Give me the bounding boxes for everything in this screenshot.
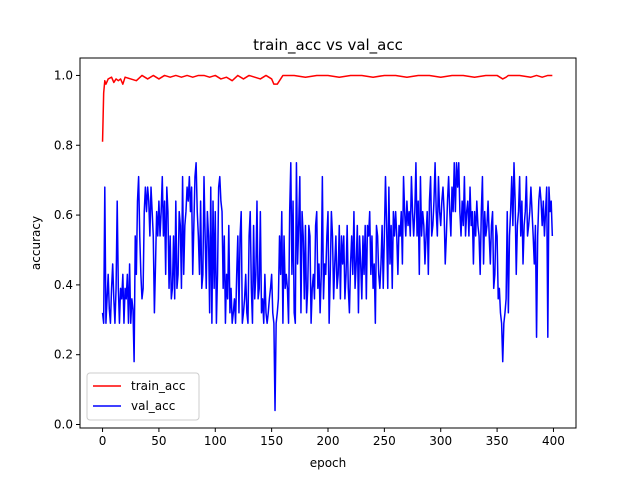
y-tick-label: 0.8 xyxy=(54,138,73,152)
y-tick-label: 0.0 xyxy=(54,418,73,432)
x-tick-label: 200 xyxy=(317,434,340,448)
chart-title: train_acc vs val_acc xyxy=(253,36,403,55)
legend-box xyxy=(86,372,200,421)
legend-label-val-acc: val_acc xyxy=(131,399,175,413)
y-tick-label: 0.6 xyxy=(54,208,73,222)
y-tick-label: 0.4 xyxy=(54,278,73,292)
series-line-train-acc xyxy=(101,74,553,142)
x-tick-label: 150 xyxy=(260,434,283,448)
x-axis-label: epoch xyxy=(310,456,347,470)
y-tick-label: 0.2 xyxy=(54,348,73,362)
y-axis-ticks: 0.0 0.2 0.4 0.6 0.8 1.0 xyxy=(54,68,80,432)
legend-label-train-acc: train_acc xyxy=(131,379,185,393)
x-tick-label: 250 xyxy=(373,434,396,448)
x-tick-label: 50 xyxy=(151,434,166,448)
y-tick-label: 1.0 xyxy=(54,68,73,82)
series-layer xyxy=(101,74,554,412)
x-tick-label: 100 xyxy=(204,434,227,448)
series-line-val-acc xyxy=(101,161,554,412)
y-axis-label: accuracy xyxy=(29,216,43,270)
plot-area xyxy=(79,57,577,429)
legend: train_acc val_acc xyxy=(86,372,200,421)
x-tick-label: 400 xyxy=(542,434,565,448)
x-axis-ticks: 0 50 100 150 200 250 300 350 400 xyxy=(99,428,565,448)
x-tick-label: 0 xyxy=(99,434,107,448)
x-tick-label: 350 xyxy=(486,434,509,448)
x-tick-label: 300 xyxy=(429,434,452,448)
